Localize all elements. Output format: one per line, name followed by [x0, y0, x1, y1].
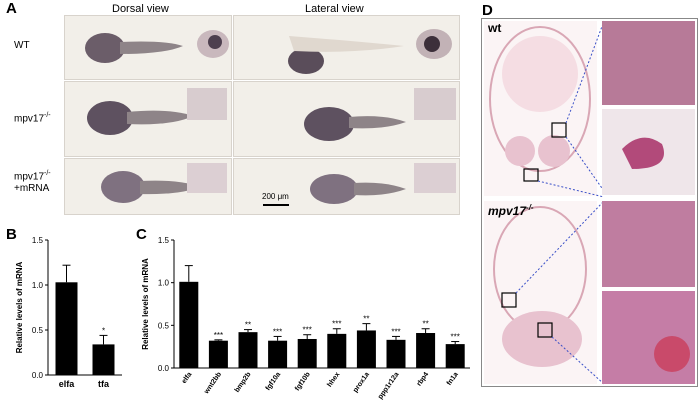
bar-tfa: [92, 344, 115, 375]
bar-wnt2bb: [208, 340, 228, 368]
larva-wt-dorsal-image: [85, 30, 229, 63]
significance-mark: ***: [273, 327, 282, 336]
bar-bmp2b: [238, 332, 258, 368]
bar-fgf10a: [268, 340, 288, 368]
significance-mark: ***: [332, 320, 341, 329]
significance-mark: **: [245, 321, 251, 330]
bar-elfa: [179, 281, 199, 368]
significance-mark: **: [422, 320, 428, 329]
x-tick-label: elfa: [59, 379, 76, 389]
significance-mark: ***: [451, 333, 460, 342]
x-tick-label: fn1a: [446, 371, 460, 387]
dorsal-view-title: Dorsal view: [112, 3, 169, 15]
panel-d-letter: D: [482, 2, 493, 19]
lateral-view-title: Lateral view: [305, 3, 364, 15]
y-tick-label: 1.5: [32, 236, 44, 245]
bar-hhex: [327, 333, 347, 368]
photo-mpv17-mrna-lateral: [233, 158, 460, 215]
x-tick-label: rbp4: [416, 371, 430, 388]
y-tick-label: 0.5: [32, 326, 44, 335]
bar-elfa: [55, 282, 78, 375]
label-wt: wt: [488, 21, 502, 35]
row-label-mpv17: mpv17-/-: [14, 112, 51, 125]
histology-figure: wt mpv17-/-: [481, 18, 698, 387]
x-tick-label: ppp1r12a: [377, 371, 401, 401]
y-tick-label: 0.0: [158, 364, 170, 373]
significance-mark: *: [102, 326, 105, 335]
y-axis-label: Relative levels of mRNA: [15, 261, 24, 353]
histology-image: [484, 20, 695, 385]
scale-bar-line: [263, 204, 289, 206]
bar-ppp1r12a: [386, 339, 406, 368]
significance-mark: ***: [303, 326, 312, 335]
larva-mpv17-dorsal-image: [87, 88, 227, 135]
panel-b-letter: B: [6, 226, 17, 243]
significance-mark: **: [363, 315, 369, 324]
larva-mpv17-lateral-image: [304, 88, 456, 141]
y-axis-label: Relative levels of mRNA: [141, 258, 150, 350]
x-tick-label: wnt2bb: [203, 371, 223, 396]
x-tick-label: prox1a: [352, 371, 371, 394]
x-tick-label: hhex: [326, 371, 341, 388]
panel-c-letter: C: [136, 226, 147, 243]
photo-wt-lateral: [233, 15, 460, 80]
x-tick-label: elfa: [181, 371, 194, 385]
row-label-wt: WT: [14, 40, 30, 51]
y-tick-label: 1.0: [158, 279, 170, 288]
bar-rbp4: [416, 333, 436, 368]
panel-c-chart: 0.0 0.5 1.0 1.5 Relative levels of mRNA elfa *…: [141, 236, 470, 401]
panel-a-letter: A: [6, 0, 17, 17]
photo-mpv17-lateral: [233, 81, 460, 157]
significance-mark: ***: [391, 327, 400, 336]
photo-mpv17-mrna-dorsal: [64, 158, 232, 215]
y-tick-label: 1.0: [32, 281, 44, 290]
x-tick-label: fgf10b: [294, 371, 312, 392]
scale-bar-label: 200 μm: [262, 192, 289, 201]
larva-wt-lateral-image: [288, 29, 452, 74]
panel-b-chart: 0.0 0.5 1.0 1.5 Relative levels of mRNA elfa *…: [15, 236, 122, 389]
bar-fgf10b: [297, 338, 317, 368]
y-tick-label: 1.5: [158, 236, 170, 245]
photo-wt-dorsal: [64, 15, 232, 80]
significance-mark: ***: [214, 331, 223, 340]
y-tick-label: 0.0: [32, 371, 44, 380]
row-label-mpv17-mrna: mpv17-/- +mRNA: [14, 170, 51, 195]
photo-mpv17-dorsal: [64, 81, 232, 157]
bar-fn1a: [445, 344, 465, 368]
y-tick-label: 0.5: [158, 321, 170, 330]
label-mpv17: mpv17-/-: [488, 203, 534, 218]
x-tick-label: bmp2b: [234, 371, 253, 394]
x-tick-label: fgf10a: [265, 371, 283, 392]
x-tick-label: tfa: [98, 379, 110, 389]
larva-rescue-dorsal-image: [101, 163, 227, 203]
bar-prox1a: [356, 330, 376, 368]
larva-rescue-lateral-image: [310, 163, 456, 204]
